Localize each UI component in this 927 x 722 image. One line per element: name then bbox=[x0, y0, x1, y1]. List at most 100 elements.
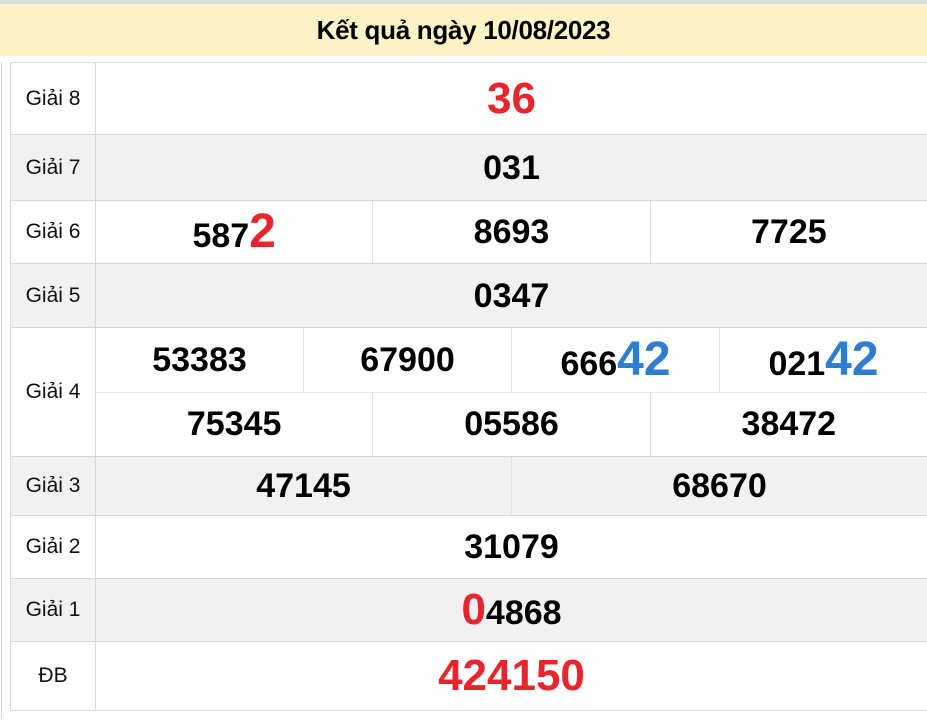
prize-values: 47145 68670 bbox=[96, 457, 927, 515]
prize-line: 0347 bbox=[96, 264, 927, 327]
prize-cell: 67900 bbox=[303, 328, 511, 392]
prize-line: 04868 bbox=[96, 579, 927, 641]
prize-line: 031 bbox=[96, 135, 927, 200]
prize-label: Giải 6 bbox=[11, 201, 96, 263]
prize-number: 67900 bbox=[360, 343, 455, 377]
table-row: Giải 5 0347 bbox=[11, 263, 927, 327]
prize-number: 31079 bbox=[464, 530, 559, 564]
prize-cell: 02142 bbox=[719, 328, 927, 392]
prize-cell: 8693 bbox=[372, 201, 649, 263]
prize-label: ĐB bbox=[11, 642, 96, 710]
prize-label: Giải 2 bbox=[11, 516, 96, 578]
prize-number: 36 bbox=[487, 73, 536, 123]
prize-values: 53383 67900 66642 02142 75345 05586 38472 bbox=[96, 328, 927, 456]
prize-number-segment: 021 bbox=[768, 344, 826, 383]
prize-number: 75345 bbox=[187, 407, 282, 441]
table-row: Giải 1 04868 bbox=[11, 578, 927, 641]
prize-number: 53383 bbox=[152, 343, 247, 377]
prize-values: 04868 bbox=[96, 579, 927, 641]
prize-line: 5872 8693 7725 bbox=[96, 201, 927, 263]
prize-number-segment: 31079 bbox=[464, 528, 559, 566]
prize-number: 5872 bbox=[192, 208, 275, 256]
table-row: Giải 8 36 bbox=[11, 63, 927, 134]
table-row: ĐB 424150 bbox=[11, 641, 927, 710]
prize-number: 38472 bbox=[742, 407, 837, 441]
prize-number: 0347 bbox=[474, 279, 550, 313]
prize-number-segment: 05586 bbox=[464, 405, 559, 444]
top-strip bbox=[0, 0, 927, 4]
prize-cell: 031 bbox=[96, 135, 927, 200]
prize-line: 75345 05586 38472 bbox=[96, 391, 927, 457]
table-row: Giải 6 5872 8693 7725 bbox=[11, 200, 927, 263]
prize-number: 04868 bbox=[461, 588, 561, 632]
prize-cell: 53383 bbox=[96, 328, 303, 392]
prize-number-segment: 0347 bbox=[473, 276, 550, 315]
prize-line: 53383 67900 66642 02142 bbox=[96, 328, 927, 392]
prize-label: Giải 3 bbox=[11, 457, 96, 515]
prize-number: 031 bbox=[483, 151, 540, 185]
prize-cell: 0347 bbox=[96, 264, 927, 327]
prize-number-segment: 38472 bbox=[741, 405, 837, 444]
prize-number-segment: 36 bbox=[487, 73, 536, 123]
prize-values: 0347 bbox=[96, 264, 927, 327]
prize-number-segment: 0 bbox=[461, 585, 486, 634]
prize-line: 47145 68670 bbox=[96, 457, 927, 515]
prize-number-segment: 42 bbox=[617, 332, 671, 386]
prize-number-segment: 42 bbox=[825, 332, 879, 386]
prize-number-segment: 587 bbox=[192, 217, 250, 255]
prize-cell: 05586 bbox=[372, 392, 649, 456]
prize-number: 7725 bbox=[751, 215, 827, 249]
prize-cell: 5872 bbox=[96, 201, 372, 263]
table-row: Giải 7 031 bbox=[11, 134, 927, 200]
prize-values: 5872 8693 7725 bbox=[96, 201, 927, 263]
prize-number: 424150 bbox=[438, 654, 585, 698]
prize-number-segment: 7725 bbox=[751, 213, 827, 251]
prize-number-segment: 8693 bbox=[473, 213, 550, 251]
results-header: Kết quả ngày 10/08/2023 bbox=[0, 4, 927, 56]
prize-line: 31079 bbox=[96, 516, 927, 578]
prize-number: 02142 bbox=[768, 332, 879, 386]
prize-number: 8693 bbox=[474, 215, 550, 249]
prize-cell: 04868 bbox=[96, 579, 927, 641]
prize-number-segment: 4868 bbox=[485, 594, 562, 632]
prize-values: 36 bbox=[96, 63, 927, 134]
prize-label: Giải 4 bbox=[11, 328, 96, 456]
prize-cell: 424150 bbox=[96, 642, 927, 710]
left-edge-line bbox=[1, 62, 2, 719]
prize-number-segment: 53383 bbox=[152, 340, 247, 379]
results-table: Giải 8 36 Giải 7 031 Giải 6 5872 8693 7725 Giải … bbox=[10, 62, 927, 711]
prize-number-segment: 031 bbox=[483, 148, 540, 187]
prize-cell: 75345 bbox=[96, 393, 372, 457]
prize-line: 36 bbox=[96, 63, 927, 134]
prize-label: Giải 1 bbox=[11, 579, 96, 641]
prize-number-segment: 666 bbox=[560, 344, 618, 383]
prize-values: 031 bbox=[96, 135, 927, 200]
prize-cell: 36 bbox=[96, 63, 927, 134]
prize-number-segment: 68670 bbox=[672, 467, 767, 505]
page-title: Kết quả ngày 10/08/2023 bbox=[316, 14, 611, 45]
table-row: Giải 4 53383 67900 66642 02142 75345 05586 3847… bbox=[11, 327, 927, 456]
prize-label: Giải 5 bbox=[11, 264, 96, 327]
prize-cell: 38472 bbox=[649, 392, 927, 456]
prize-number-segment: 67900 bbox=[360, 340, 455, 379]
prize-number-segment: 47145 bbox=[256, 467, 351, 505]
prize-cell: 47145 bbox=[96, 457, 511, 515]
prize-number-segment: 424150 bbox=[438, 651, 585, 700]
prize-number: 05586 bbox=[464, 407, 559, 441]
table-row: Giải 3 47145 68670 bbox=[11, 456, 927, 515]
prize-number-segment: 2 bbox=[249, 205, 276, 258]
prize-number-segment: 75345 bbox=[186, 405, 282, 444]
prize-cell: 66642 bbox=[511, 328, 719, 392]
prize-number: 47145 bbox=[256, 469, 351, 503]
prize-cell: 68670 bbox=[511, 457, 927, 515]
prize-number: 66642 bbox=[560, 332, 671, 386]
prize-number: 68670 bbox=[672, 469, 767, 503]
prize-line: 424150 bbox=[96, 642, 927, 710]
prize-values: 31079 bbox=[96, 516, 927, 578]
prize-label: Giải 8 bbox=[11, 63, 96, 134]
prize-label: Giải 7 bbox=[11, 135, 96, 200]
prize-cell: 7725 bbox=[649, 201, 927, 263]
table-row: Giải 2 31079 bbox=[11, 515, 927, 578]
prize-values: 424150 bbox=[96, 642, 927, 710]
prize-cell: 31079 bbox=[96, 516, 927, 578]
